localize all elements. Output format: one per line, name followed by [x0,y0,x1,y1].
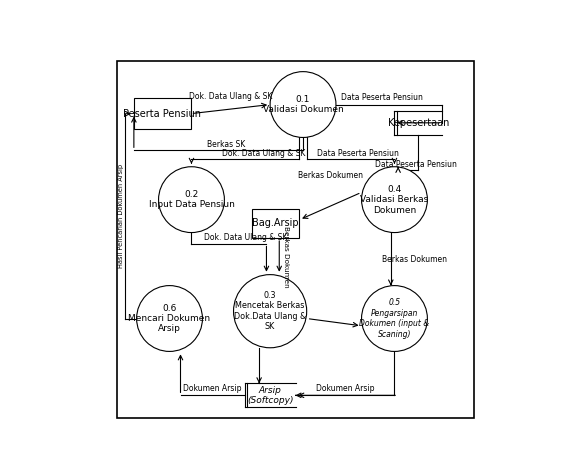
Text: Dokumen Arsip: Dokumen Arsip [183,384,242,393]
Text: Kepesertaan: Kepesertaan [388,118,449,128]
Text: Dokumen Arsip: Dokumen Arsip [316,384,374,393]
Text: 0.5
Pengarsipan
Dokumen (input &
Scaning): 0.5 Pengarsipan Dokumen (input & Scaning… [359,298,430,339]
Text: Peserta Pensiun: Peserta Pensiun [123,109,201,119]
Circle shape [234,275,307,348]
Text: Dok. Data Ulang & SK: Dok. Data Ulang & SK [189,92,272,101]
Text: 0.2
Input Data Pensiun: 0.2 Input Data Pensiun [148,190,234,209]
Text: Hasil Pencarian Dokumen Arsip: Hasil Pencarian Dokumen Arsip [118,164,124,268]
Circle shape [137,285,203,352]
Circle shape [362,285,428,352]
Text: Data Peserta Pensiun: Data Peserta Pensiun [317,149,399,158]
Text: 0.1
Validasi Dokumen: 0.1 Validasi Dokumen [263,95,343,114]
Text: Berkas Dokumen: Berkas Dokumen [382,255,447,264]
Bar [252,209,299,238]
Text: Dok. Data Ulang & SK: Dok. Data Ulang & SK [204,233,287,242]
Circle shape [159,167,224,233]
Text: Bag.Arsip: Bag.Arsip [252,218,299,228]
Text: 0.3
Mencetak Berkas
Dok.Data Ulang &
SK: 0.3 Mencetak Berkas Dok.Data Ulang & SK [234,291,306,331]
Text: Berkas Dokumen: Berkas Dokumen [298,171,363,180]
Text: 0.4
Validasi Berkas
Dokumen: 0.4 Validasi Berkas Dokumen [361,185,429,215]
Text: Berkas Dokumen: Berkas Dokumen [283,226,289,287]
Circle shape [362,167,428,233]
Text: Dok. Data Ulang & SK: Dok. Data Ulang & SK [222,149,305,158]
Text: Berkas SK: Berkas SK [207,140,245,149]
Text: Data Peserta Pensiun: Data Peserta Pensiun [374,160,456,169]
Bar [134,98,190,129]
Text: 0.6
Mencari Dokumen
Arsip: 0.6 Mencari Dokumen Arsip [129,304,211,333]
Text: Data Peserta Pensiun: Data Peserta Pensiun [341,93,422,102]
Text: Arsip
(Softcopy): Arsip (Softcopy) [247,386,293,405]
Circle shape [270,72,336,137]
